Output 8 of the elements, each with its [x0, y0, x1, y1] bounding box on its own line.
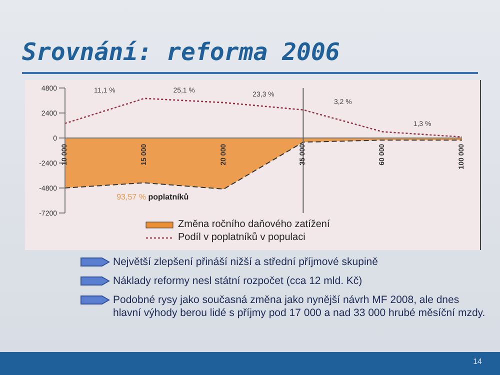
legend-label: Změna ročního daňového zatížení	[178, 219, 330, 230]
annotation: 93,57 % poplatníků	[116, 192, 189, 202]
text: 14	[473, 357, 482, 366]
legend-label: Podíl v poplatníků v populaci	[178, 232, 306, 243]
text: Podobné rysy jako současná změna jako nynější návrh MF 2008, ale dnes hlavní výhody berou lidé s příjmy pod 17 000 a nad 33 000 hrubé měsíční mzdy.	[113, 294, 486, 320]
text: Náklady reformy nesl státní rozpočet (cca 12 mld. Kč)	[113, 275, 362, 288]
text: Největší zlepšení přináší nižší a střední příjmové skupině	[113, 256, 378, 269]
chart-title: Srovnání: reforma 2006	[22, 38, 340, 66]
